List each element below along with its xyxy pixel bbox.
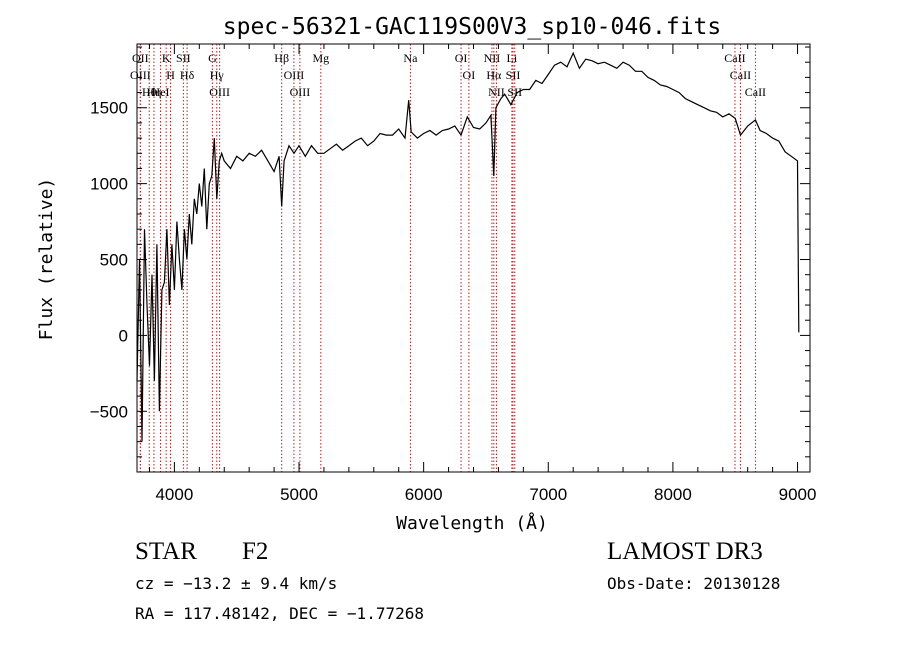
line-marker-label: NII (488, 85, 505, 99)
line-marker-label: Na (403, 51, 418, 65)
y-tick-label: 0 (119, 326, 128, 345)
redshift-readout: cz = −13.2 ± 9.4 km/s (135, 574, 338, 593)
line-marker-label: OIII (209, 85, 230, 99)
y-tick-label: 500 (100, 251, 128, 270)
line-marker-label: OIII (284, 68, 305, 82)
y-tick-label: 1000 (90, 175, 128, 194)
line-marker-label: Hθ (142, 85, 157, 99)
plot-frame (136, 43, 811, 473)
x-tick-label: 6000 (405, 485, 443, 504)
x-axis: 4000 5000 6000 7000 8000 9000 (148, 44, 817, 504)
y-axis-label: Flux (relative) (36, 178, 57, 341)
chart-title: spec-56321-GAC119S00V3_sp10-046.fits (223, 14, 722, 40)
line-marker-label: Hγ (210, 68, 225, 82)
line-marker-label: OII (132, 51, 149, 65)
line-marker-label: Hβ (274, 51, 289, 65)
x-tick-label: 5000 (280, 485, 318, 504)
line-marker-label: OIII (130, 68, 151, 82)
line-marker-label: Hη (146, 85, 161, 99)
line-marker-label: CaII (730, 68, 751, 82)
line-marker-label: HeI (152, 85, 170, 99)
y-tick-label: −500 (90, 402, 128, 421)
x-tick-label: 8000 (654, 485, 692, 504)
survey-label: LAMOST DR3 (607, 538, 763, 565)
line-marker-label: CaII (745, 85, 766, 99)
line-marker-label: SII (506, 68, 521, 82)
line-marker-label: Hδ (180, 68, 195, 82)
line-marker-label: H (166, 68, 175, 82)
line-marker-label: SII (507, 85, 522, 99)
x-tick-label: 9000 (779, 485, 817, 504)
line-marker-label: Hα (486, 68, 502, 82)
line-marker-label: OI (455, 51, 468, 65)
line-marker-label: OIII (290, 85, 311, 99)
x-tick-label: 7000 (529, 485, 567, 504)
line-marker-label: NII (484, 51, 501, 65)
emission-line-markers: OIIOIIIHθHηHeIKHSIIHδGHγOIIIHβOIIIOIIIMg… (130, 44, 766, 472)
obs-date-readout: Obs-Date: 20130128 (607, 574, 781, 593)
line-marker-label: K (162, 51, 171, 65)
line-marker-label: OI (463, 68, 476, 82)
x-tick-label: 4000 (155, 485, 193, 504)
object-subclass-label: F2 (242, 538, 269, 565)
object-class-label: STAR (135, 538, 197, 565)
y-tick-label: 1500 (90, 99, 128, 118)
y-axis: −500 0 500 1000 1500 (90, 46, 810, 458)
coordinates-readout: RA = 117.48142, DEC = −1.77268 (135, 604, 424, 623)
line-marker-label: G (208, 51, 217, 65)
line-marker-label: SII (176, 51, 191, 65)
line-marker-label: Mg (312, 51, 329, 65)
line-marker-label: CaII (724, 51, 745, 65)
x-axis-label: Wavelength (Å) (396, 512, 548, 534)
line-marker-label: Li (507, 51, 518, 65)
spectrum-series-line (136, 51, 800, 442)
